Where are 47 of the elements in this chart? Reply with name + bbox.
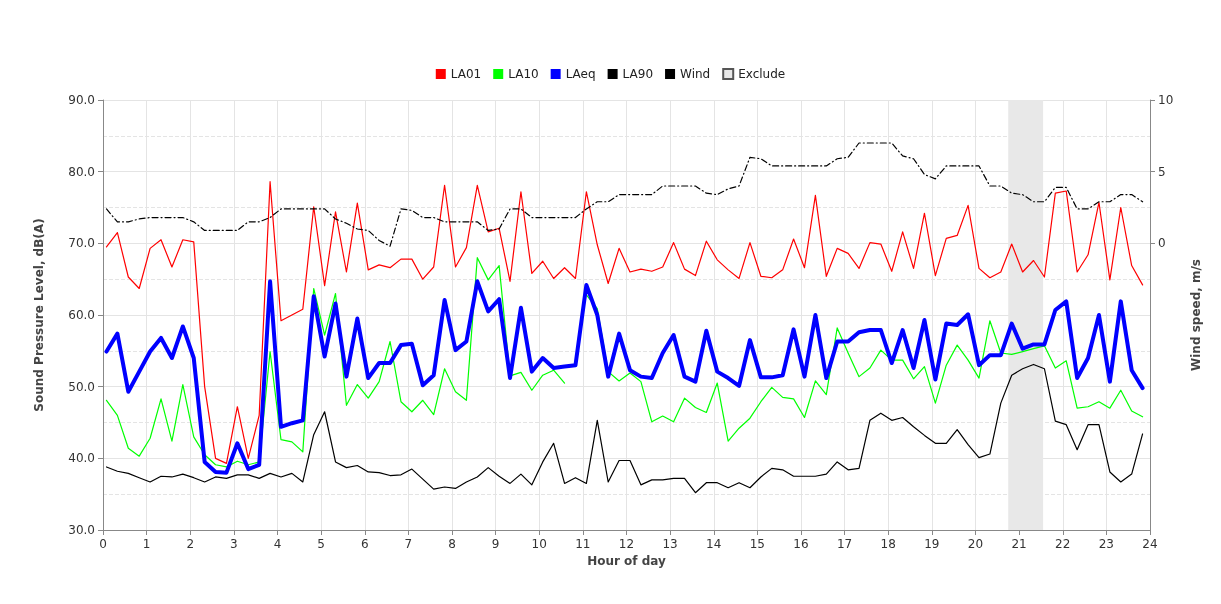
- x-axis-title: Hour of day: [587, 553, 667, 568]
- y2-tick-label: 0: [1158, 236, 1166, 251]
- x-tick-label: 0: [99, 537, 107, 551]
- y-tick-label: 90.0: [68, 93, 95, 107]
- x-tick-label: 22: [1055, 537, 1071, 551]
- legend-label: LA10: [508, 67, 539, 81]
- legend-label: LA90: [622, 67, 654, 81]
- x-tick-label: 3: [230, 537, 238, 551]
- line-series: [105, 181, 1144, 464]
- y-tick-label: 70.0: [68, 236, 95, 251]
- y2-tick-label: 5: [1158, 164, 1166, 179]
- y2-tick-label: 10: [1158, 93, 1174, 107]
- legend-label: LAeq: [565, 67, 596, 81]
- y-axis-title: Sound Pressure Level, dB(A): [32, 218, 46, 412]
- legend-label: Exclude: [738, 67, 786, 81]
- x-tick-label: 16: [793, 537, 809, 551]
- x-tick-label: 14: [706, 537, 722, 551]
- x-tick-label: 4: [273, 537, 282, 551]
- y-tick-label: 80.0: [68, 164, 95, 179]
- x-tick-label: 10: [531, 537, 547, 551]
- x-tick-label: 18: [880, 537, 896, 551]
- x-tick-label: 24: [1142, 537, 1158, 551]
- x-tick-label: 23: [1098, 537, 1115, 551]
- line-series: [105, 363, 1144, 494]
- y2-axis-title: Wind speed, m/s: [1189, 258, 1203, 372]
- x-tick-label: 13: [662, 537, 678, 551]
- x-tick-label: 21: [1011, 537, 1027, 551]
- x-tick-label: 9: [491, 537, 500, 551]
- x-tick-label: 7: [404, 537, 413, 551]
- x-tick-label: 2: [186, 537, 195, 551]
- x-tick-label: 17: [836, 537, 853, 551]
- x-tick-label: 19: [924, 537, 940, 551]
- x-tick-label: 20: [967, 537, 984, 551]
- legend-label: LA01: [450, 67, 482, 81]
- x-tick-label: 11: [575, 537, 591, 551]
- y-tick-label: 60.0: [68, 308, 95, 322]
- x-tick-label: 1: [142, 537, 151, 551]
- legend-label: Wind: [680, 67, 711, 81]
- y-tick-label: 40.0: [68, 451, 95, 466]
- y-tick-label: 50.0: [68, 379, 95, 394]
- line-series: [105, 142, 1144, 247]
- y-tick-label: 30.0: [68, 523, 95, 537]
- x-tick-label: 8: [448, 537, 456, 551]
- x-tick-label: 15: [749, 537, 766, 551]
- x-tick-label: 5: [317, 537, 325, 551]
- x-tick-label: 12: [618, 537, 635, 551]
- x-tick-label: 6: [360, 537, 369, 551]
